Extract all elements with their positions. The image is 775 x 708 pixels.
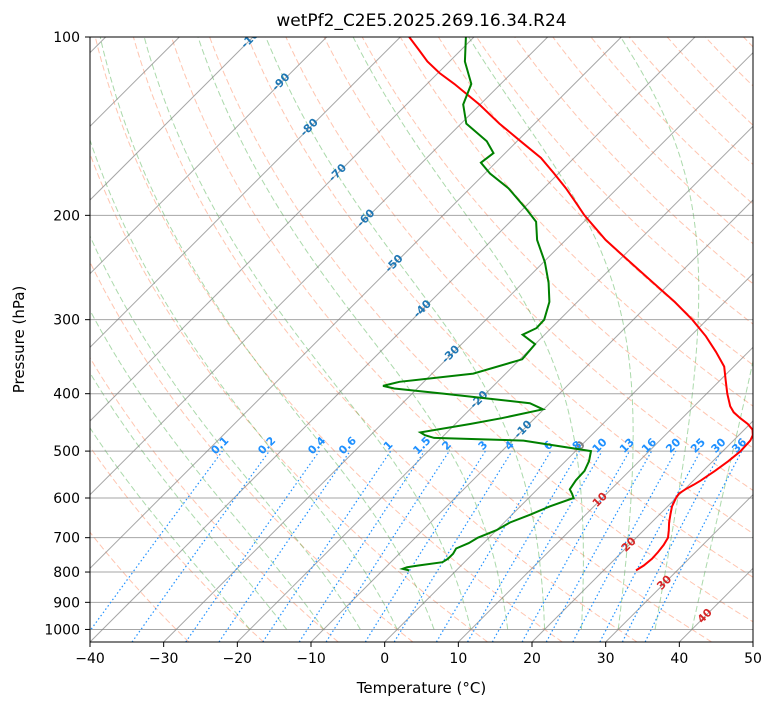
plot-area: -100-90-80-70-60-50-40-30-20-10010203040… — [90, 37, 753, 642]
y-axis-ticks: 100 200 300 400 500 600 700 800 900 1000 — [44, 30, 90, 638]
mixing-ratio-line — [521, 450, 631, 642]
mixing-ratio-lines — [90, 450, 743, 642]
moist-adiabat-line — [90, 371, 288, 630]
dry-adiabat-line — [361, 37, 753, 449]
dry-adiabat-line — [90, 152, 488, 642]
moist-adiabat-line — [620, 37, 700, 630]
isotherm-line — [90, 37, 622, 570]
moist-adiabat-line — [197, 37, 509, 630]
isotherm-line — [90, 37, 254, 201]
dry-adiabat-line — [247, 37, 753, 578]
y-tick-label: 500 — [53, 444, 80, 460]
moist-adiabat-line — [99, 37, 435, 630]
x-tick-label: −20 — [223, 651, 253, 667]
isotherm-line — [90, 37, 475, 422]
x-tick-label: 20 — [523, 651, 541, 667]
moist-adiabat-line — [90, 138, 398, 630]
dry-adiabat-line — [94, 37, 563, 642]
isotherm-grid — [90, 37, 753, 642]
mixing-ratio-line — [325, 450, 450, 642]
isotherm-line — [90, 37, 549, 496]
x-axis-label: Temperature (°C) — [356, 679, 486, 697]
dry-adiabat-line — [90, 531, 190, 642]
chart-title: wetPf2_C2E5.2025.269.16.34.R24 — [276, 11, 566, 31]
isotherm-line — [163, 51, 753, 642]
y-tick-label: 100 — [53, 30, 80, 46]
y-tick-label: 200 — [53, 208, 80, 224]
isotherm-line — [90, 37, 401, 349]
dry-adiabat-line — [90, 356, 339, 642]
mixing-ratio-line — [545, 450, 653, 642]
x-tick-label: 0 — [380, 651, 389, 667]
mixing-ratio-line — [298, 450, 425, 642]
dewpoint-profile-line — [382, 37, 593, 572]
dry-adiabat-line — [437, 37, 753, 366]
temperature-profile-line — [408, 37, 753, 572]
isotherm-line — [605, 493, 753, 642]
plot-frame — [89, 36, 754, 643]
dry-adiabat-line — [209, 37, 753, 623]
dry-adiabat-line — [285, 37, 753, 535]
mixing-ratio-line — [218, 450, 351, 642]
y-tick-label: 300 — [53, 313, 80, 329]
isobar-grid — [90, 37, 753, 630]
x-tick-label: 10 — [449, 651, 467, 667]
mixing-ratio-line — [644, 450, 743, 642]
isotherm-line — [384, 272, 753, 642]
isotherm-line — [236, 125, 753, 642]
dry-adiabat-line — [132, 37, 638, 642]
y-tick-label: 1000 — [44, 622, 80, 638]
isotherm-line — [531, 420, 753, 642]
x-tick-label: −40 — [75, 651, 105, 667]
mixing-ratio-line — [262, 450, 392, 642]
dry-adiabat-line — [514, 37, 753, 285]
x-tick-label: 30 — [597, 651, 615, 667]
isotherm-line — [90, 37, 696, 642]
y-axis-label: Pressure (hPa) — [10, 286, 28, 394]
x-axis-ticks: −40 −30 −20 −10 0 10 20 30 40 50 — [75, 642, 762, 667]
isotherm-line — [310, 199, 753, 642]
x-tick-label: 40 — [670, 651, 688, 667]
y-tick-label: 400 — [53, 387, 80, 403]
mixing-ratio-line — [572, 450, 677, 642]
isotherm-line — [457, 346, 753, 642]
y-tick-label: 900 — [53, 595, 80, 611]
moist-adiabat-line — [691, 358, 753, 630]
dry-adiabat-line — [90, 446, 264, 642]
x-tick-label: −30 — [149, 651, 179, 667]
mixing-ratio-line — [90, 450, 223, 632]
y-tick-label: 600 — [53, 491, 80, 507]
moist-adiabat-line — [90, 427, 251, 630]
moist-adiabat-line — [468, 37, 634, 630]
dry-adiabat-line — [399, 37, 753, 407]
mixing-ratio-line — [131, 450, 270, 642]
x-tick-label: 50 — [744, 651, 762, 667]
mixing-ratio-line — [393, 450, 513, 642]
mixing-ratio-line — [185, 450, 320, 642]
moist-adiabat-line — [90, 234, 361, 630]
isotherm-line — [90, 37, 328, 275]
x-tick-label: −10 — [296, 651, 326, 667]
y-tick-label: 700 — [53, 531, 80, 547]
moist-adiabat-line — [265, 37, 546, 630]
y-tick-label: 800 — [53, 565, 80, 581]
